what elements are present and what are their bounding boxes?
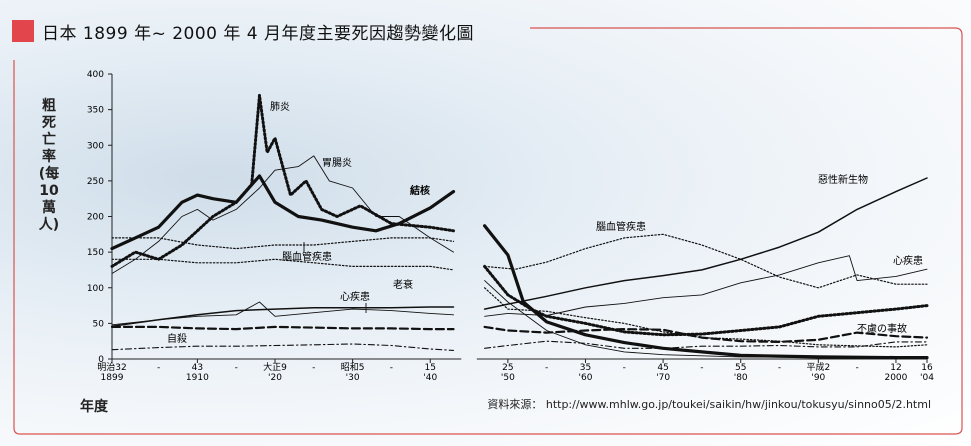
y-tick-label: 250: [87, 177, 104, 187]
title-bar: 日本 1899 年~ 2000 年 4 月年度主要死因趨勢變化圖: [12, 20, 475, 44]
series-line-5-0: [111, 301, 454, 326]
source-note: 資料來源： http://www.mhlw.go.jp/toukei/saiki…: [487, 398, 931, 411]
y-tick-label: 400: [87, 70, 104, 80]
series-line-3-0: [111, 237, 455, 250]
y-tick-label: 50: [93, 319, 105, 329]
x-tick-label-top: 12: [890, 363, 901, 373]
x-minor-dash: -: [856, 363, 859, 373]
label-pneumonia: 肺炎: [270, 101, 290, 113]
chart-series: [110, 93, 929, 360]
y-tick-label: 100: [87, 284, 104, 294]
x-tick-label-bottom: '20: [268, 373, 282, 383]
x-tick-label-top: 15: [425, 363, 436, 373]
x-tick-label-bottom: '50: [501, 373, 515, 383]
x-minor-dash: -: [312, 363, 315, 373]
series-line-0-0: [110, 174, 456, 251]
label-heart-left: 心疾患: [340, 290, 370, 303]
y-tick-label: 300: [87, 141, 104, 151]
x-tick-label-bottom: '60: [579, 373, 593, 383]
label-accident: 不慮の事故: [857, 322, 907, 335]
label-senility: 老衰: [393, 278, 413, 291]
x-tick-label-top: 大正9: [263, 361, 287, 373]
series-line-8-0: [111, 343, 455, 351]
series-line-6-0: [111, 306, 455, 327]
x-tick-label-top: 25: [502, 363, 513, 373]
series-line-5-1: [484, 255, 928, 317]
x-minor-dash: -: [157, 363, 160, 373]
x-tick-label-top: 平成2: [806, 361, 830, 373]
y-tick-label: 350: [87, 106, 104, 116]
title-marker-icon: [12, 20, 34, 42]
series-line-4-0: [111, 258, 455, 271]
x-tick-label-bottom: 1899: [101, 373, 124, 383]
y-tick-label: 150: [87, 248, 104, 258]
chart-series-labels: 肺炎 胃腸炎 結核 腦血管疾患 老衰 心疾患 自殺 惡性新生物 腦血管疾患 心疾…: [167, 101, 923, 345]
y-axis-title: 粗死亡率(每10萬人): [38, 98, 60, 233]
x-minor-dash: -: [545, 363, 548, 373]
label-cerebro-left: 腦血管疾患: [282, 250, 332, 263]
label-suicide: 自殺: [167, 332, 187, 345]
x-tick-label-top: 35: [580, 363, 591, 373]
series-line-7-0: [110, 325, 455, 331]
series-line-3-1: [484, 233, 928, 289]
series-line-8-1: [484, 340, 928, 349]
label-heart-right: 心疾患: [893, 254, 923, 267]
series-line-6-1: [483, 177, 928, 310]
x-tick-label-top: 昭和5: [341, 362, 365, 373]
y-tick-label: 200: [87, 213, 104, 223]
x-tick-label-bottom: 1910: [186, 373, 209, 383]
x-tick-label-bottom: '80: [734, 373, 748, 383]
x-tick-label-bottom: '40: [423, 373, 437, 383]
x-minor-dash: -: [390, 363, 393, 373]
label-gastro: 胃腸炎: [322, 157, 352, 169]
x-tick-label-bottom: '04: [920, 373, 934, 383]
x-tick-label-top: 43: [192, 363, 203, 373]
label-tb: 結核: [410, 184, 430, 197]
x-tick-label-bottom: '30: [346, 373, 360, 383]
x-tick-label-top: 16: [921, 363, 933, 373]
series-line-0-1: [483, 224, 929, 360]
x-tick-label-bottom: 2000: [884, 373, 907, 383]
x-minor-dash: -: [700, 363, 703, 373]
annotation-arrows: [303, 242, 367, 313]
x-tick-label-top: 55: [735, 363, 746, 373]
series-line-2-0: [111, 155, 454, 274]
x-minor-dash: -: [235, 363, 238, 373]
chart-title: 日本 1899 年~ 2000 年 4 月年度主要死因趨勢變化圖: [42, 23, 475, 44]
series-line-2-1: [484, 280, 897, 359]
x-tick-label-bottom: '90: [811, 373, 825, 383]
series-line-7-1: [483, 325, 929, 343]
label-cerebro-right: 腦血管疾患: [596, 220, 646, 233]
x-minor-dash: -: [623, 363, 626, 373]
y-tick-label: 0: [98, 355, 104, 365]
label-cancer: 惡性新生物: [818, 173, 868, 186]
series-line-1-0: [110, 93, 455, 268]
x-tick-label-top: 45: [657, 363, 668, 373]
x-minor-dash: -: [778, 363, 781, 373]
x-axis-title: 年度: [80, 399, 108, 415]
x-tick-label-top: 明治32: [97, 361, 126, 373]
x-tick-label-bottom: '70: [656, 373, 670, 383]
